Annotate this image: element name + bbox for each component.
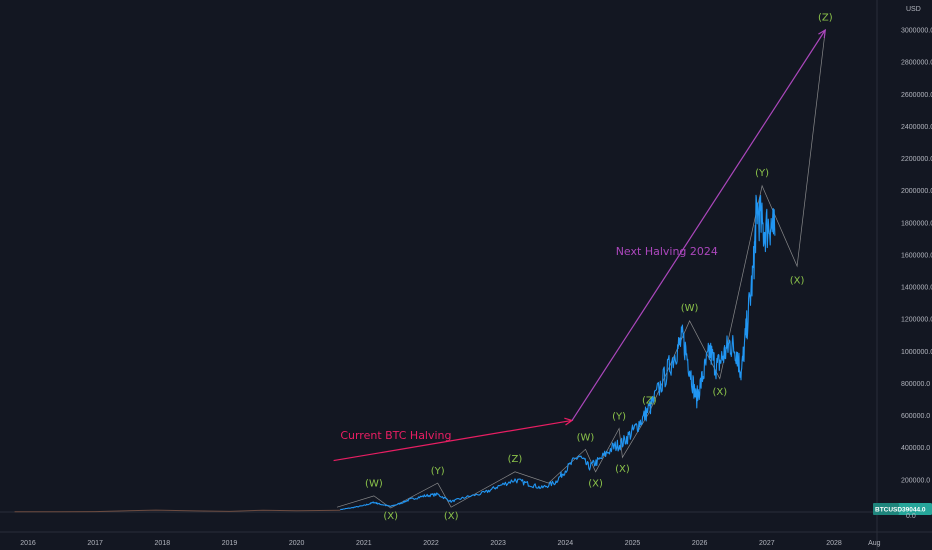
wave-label: (Z)	[508, 454, 523, 465]
price-axis[interactable]: 200000.0 400000.0 600000.0 800000.0 1000000.…	[901, 28, 932, 485]
x-tick-label: 2020	[289, 540, 305, 547]
y-zero-label: 0.0	[906, 513, 916, 520]
y-tick-label: 200000.0	[901, 477, 930, 484]
x-tick-label: 2028	[826, 540, 842, 547]
wave-label: (Z)	[642, 396, 657, 407]
wave-labels-layer: (W) (X) (Y) (X) (Z) (W) (X) (Y) (X) (Z) (W) (X) (Y) (…	[365, 12, 833, 521]
annotations-layer: Current BTC Halving Next Halving 2024	[333, 28, 827, 462]
x-tick-label: 2024	[558, 540, 574, 547]
y-tick-label: 600000.0	[901, 413, 930, 420]
wave-label: (W)	[681, 303, 699, 314]
current-halving-label: Current BTC Halving	[340, 429, 451, 442]
wave-path-layer	[336, 29, 826, 509]
time-axis[interactable]: 2016 2017 2018 2019 2020 2021 2022 2023 2024 2025…	[20, 540, 880, 547]
wave-label: (X)	[615, 464, 630, 475]
wave-label: (X)	[712, 387, 727, 398]
y-tick-label: 1400000.0	[901, 285, 932, 292]
y-tick-label: 2800000.0	[901, 60, 932, 67]
wave-label: (Y)	[431, 466, 445, 477]
y-tick-label: 2000000.0	[901, 188, 932, 195]
history-series	[14, 509, 341, 513]
x-tick-label: Aug	[868, 540, 881, 547]
y-tick-label: 3000000.0	[901, 28, 932, 35]
wave-label: (W)	[577, 433, 595, 444]
wave-label: (Y)	[755, 168, 769, 179]
next-halving-arrow-head	[818, 28, 827, 39]
x-tick-label: 2019	[222, 540, 238, 547]
x-tick-label: 2017	[87, 540, 103, 547]
wave-label: (X)	[383, 511, 398, 522]
x-tick-label: 2016	[20, 540, 36, 547]
y-tick-label: 2400000.0	[901, 124, 932, 131]
y-tick-label: 1800000.0	[901, 220, 932, 227]
wave-label: (X)	[790, 275, 805, 286]
y-tick-label: 1600000.0	[901, 252, 932, 259]
price-series	[339, 194, 776, 511]
symbol-tag-bg	[873, 503, 899, 515]
last-price-value: 39044.0	[902, 507, 926, 514]
wave-label: (W)	[365, 479, 383, 490]
x-tick-label: 2021	[356, 540, 372, 547]
projection-price-line	[339, 194, 776, 511]
y-tick-label: 2200000.0	[901, 156, 932, 163]
x-tick-label: 2023	[490, 540, 506, 547]
x-tick-label: 2018	[155, 540, 171, 547]
y-tick-label: 2600000.0	[901, 92, 932, 99]
x-tick-label: 2027	[759, 540, 775, 547]
x-tick-label: 2025	[625, 540, 641, 547]
wave-label: (X)	[588, 479, 603, 490]
y-tick-label: 1200000.0	[901, 317, 932, 324]
y-tick-label: 400000.0	[901, 445, 930, 452]
next-halving-label: Next Halving 2024	[616, 245, 718, 258]
symbol-label: BTCUSD	[875, 507, 902, 514]
currency-label: USD	[906, 6, 921, 13]
wave-label: (X)	[444, 511, 459, 522]
x-tick-label: 2026	[692, 540, 708, 547]
current-halving-arrow-line[interactable]	[333, 419, 573, 462]
x-tick-label: 2022	[423, 540, 439, 547]
y-tick-label: 1000000.0	[901, 349, 932, 356]
next-halving-arrow-line[interactable]	[571, 29, 826, 421]
wave-label: (Y)	[612, 412, 626, 423]
history-line	[14, 509, 341, 513]
last-price-tag: BTCUSD 39044.0	[873, 503, 932, 515]
wave-path-line	[336, 29, 826, 509]
y-tick-label: 800000.0	[901, 381, 930, 388]
wave-label: (Z)	[818, 12, 833, 23]
